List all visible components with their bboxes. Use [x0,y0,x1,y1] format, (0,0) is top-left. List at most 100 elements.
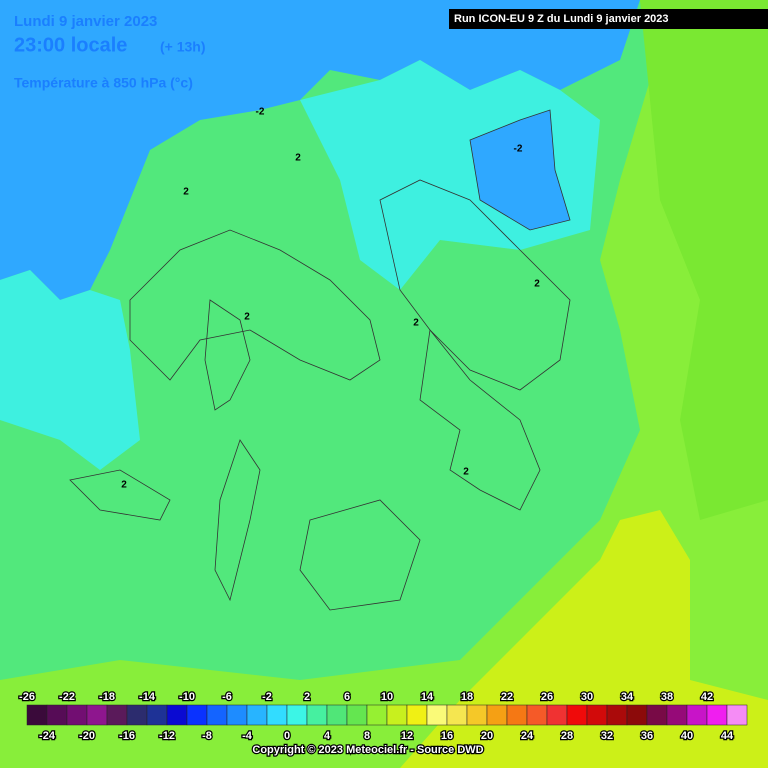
legend-swatch [606,704,628,726]
legend-swatch [246,704,268,726]
contour-label: -2 [256,107,265,118]
cyan-region [300,60,600,290]
legend-swatch [326,704,348,726]
legend-label: -6 [222,691,232,703]
legend-label: 14 [421,691,434,703]
map-time: 23:00 locale [14,34,127,56]
legend-swatch [486,704,508,726]
legend-label: 12 [401,730,413,742]
legend-swatch [526,704,548,726]
legend-swatch [266,704,288,726]
legend-swatch [206,704,228,726]
map-field: Température à 850 hPa (°c) [14,75,193,91]
map-date: Lundi 9 janvier 2023 [14,13,157,30]
legend-swatch [126,704,148,726]
legend-swatch [386,704,408,726]
legend-swatch [46,704,68,726]
legend-label: 26 [541,691,553,703]
legend-label: 36 [641,730,653,742]
legend-swatch [726,704,748,726]
contour-label: 2 [295,153,301,164]
run-banner [449,9,768,29]
legend-label: -20 [79,730,95,742]
legend-swatch [406,704,428,726]
legend-swatch [586,704,608,726]
legend-swatch [106,704,128,726]
legend-swatch [666,704,688,726]
legend-label: 16 [441,730,453,742]
legend-label: -8 [202,730,212,742]
legend-label: 10 [381,691,393,703]
color-legend: -26 -22 -18 -14 -10 -6 -2 2 6 10 14 18 22 26 30 34 38 42-… [18,690,748,743]
contour-labels: -2 2 2 -2 2 2 2 2 2 [121,107,540,491]
legend-swatch [186,704,208,726]
run-text: Run ICON-EU 9 Z du Lundi 9 janvier 2023 [454,13,669,25]
legend-swatch [646,704,668,726]
contour-label: 2 [183,187,189,198]
contour-label: 2 [413,318,419,329]
legend-swatch [446,704,468,726]
legend-label: 32 [601,730,613,742]
legend-label: -2 [262,691,272,703]
legend-label: 18 [461,691,473,703]
legend-label: 2 [304,691,310,703]
legend-label: -18 [99,691,115,703]
legend-swatch [286,704,308,726]
legend-label: -26 [19,691,35,703]
legend-label: -24 [39,730,56,742]
map-lead: (+ 13h) [160,39,206,55]
legend-swatch [26,704,48,726]
legend-label: 24 [521,730,534,742]
legend-swatch [66,704,88,726]
legend-swatch [506,704,528,726]
warm-region [400,510,768,768]
copyright: Copyright © 2023 Meteociel.fr - Source D… [252,744,483,756]
legend-label: -16 [119,730,135,742]
legend-label: -14 [139,691,156,703]
legend-label: 42 [701,691,713,703]
legend-swatch [306,704,328,726]
legend-label: 22 [501,691,513,703]
legend-label: 4 [324,730,331,742]
legend-label: 44 [721,730,734,742]
legend-label: -4 [242,730,253,742]
coastlines [69,179,571,611]
legend-label: 8 [364,730,370,742]
legend-swatch [706,704,728,726]
legend-label: 20 [481,730,493,742]
legend-label: 0 [284,730,290,742]
legend-label: 34 [621,691,634,703]
cyan-region [0,270,140,470]
contour-label: 2 [121,480,127,491]
legend-swatch [366,704,388,726]
legend-label: 28 [561,730,573,742]
legend-label: 40 [681,730,693,742]
contour-label: 2 [534,279,540,290]
legend-swatch [686,704,708,726]
legend-swatch [146,704,168,726]
legend-swatch [346,704,368,726]
legend-swatch [546,704,568,726]
contour-label: -2 [514,144,523,155]
legend-swatch [426,704,448,726]
legend-swatch [466,704,488,726]
legend-swatch [566,704,588,726]
legend-label: 6 [344,691,350,703]
mild-region [640,0,768,520]
legend-label: -10 [179,691,195,703]
cold-region [0,0,640,300]
cold-region [469,109,571,231]
legend-swatch [166,704,188,726]
legend-label: -22 [59,691,75,703]
legend-label: 30 [581,691,593,703]
contour-label: 2 [463,467,469,478]
legend-swatch [86,704,108,726]
header: Lundi 9 janvier 2023 23:00 locale (+ 13h… [14,9,768,91]
legend-swatch [226,704,248,726]
legend-label: 38 [661,691,673,703]
legend-label: -12 [159,730,175,742]
contour-label: 2 [244,312,250,323]
legend-swatch [626,704,648,726]
